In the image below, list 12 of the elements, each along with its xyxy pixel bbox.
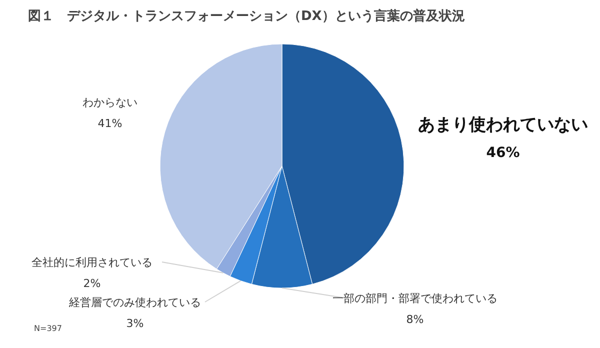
slice-label: わからない [82,96,138,109]
data-label: 41% [98,117,122,130]
slice-label: 全社的に利用されている [32,256,152,269]
slice-label: あまり使われていない [418,115,588,135]
data-label: 8% [406,313,424,326]
data-label: 2% [83,277,101,290]
slice-label: 一部の部門・部署で使われている [332,292,498,305]
slice-label: 経営層でのみ使われている [68,296,201,309]
text: N=397 [34,324,62,333]
chart-title: 図１ デジタル・トランスフォーメーション（DX）という言葉の普及状況 [28,8,465,24]
data-label: 46% [486,145,520,161]
data-label: 3% [126,317,144,330]
